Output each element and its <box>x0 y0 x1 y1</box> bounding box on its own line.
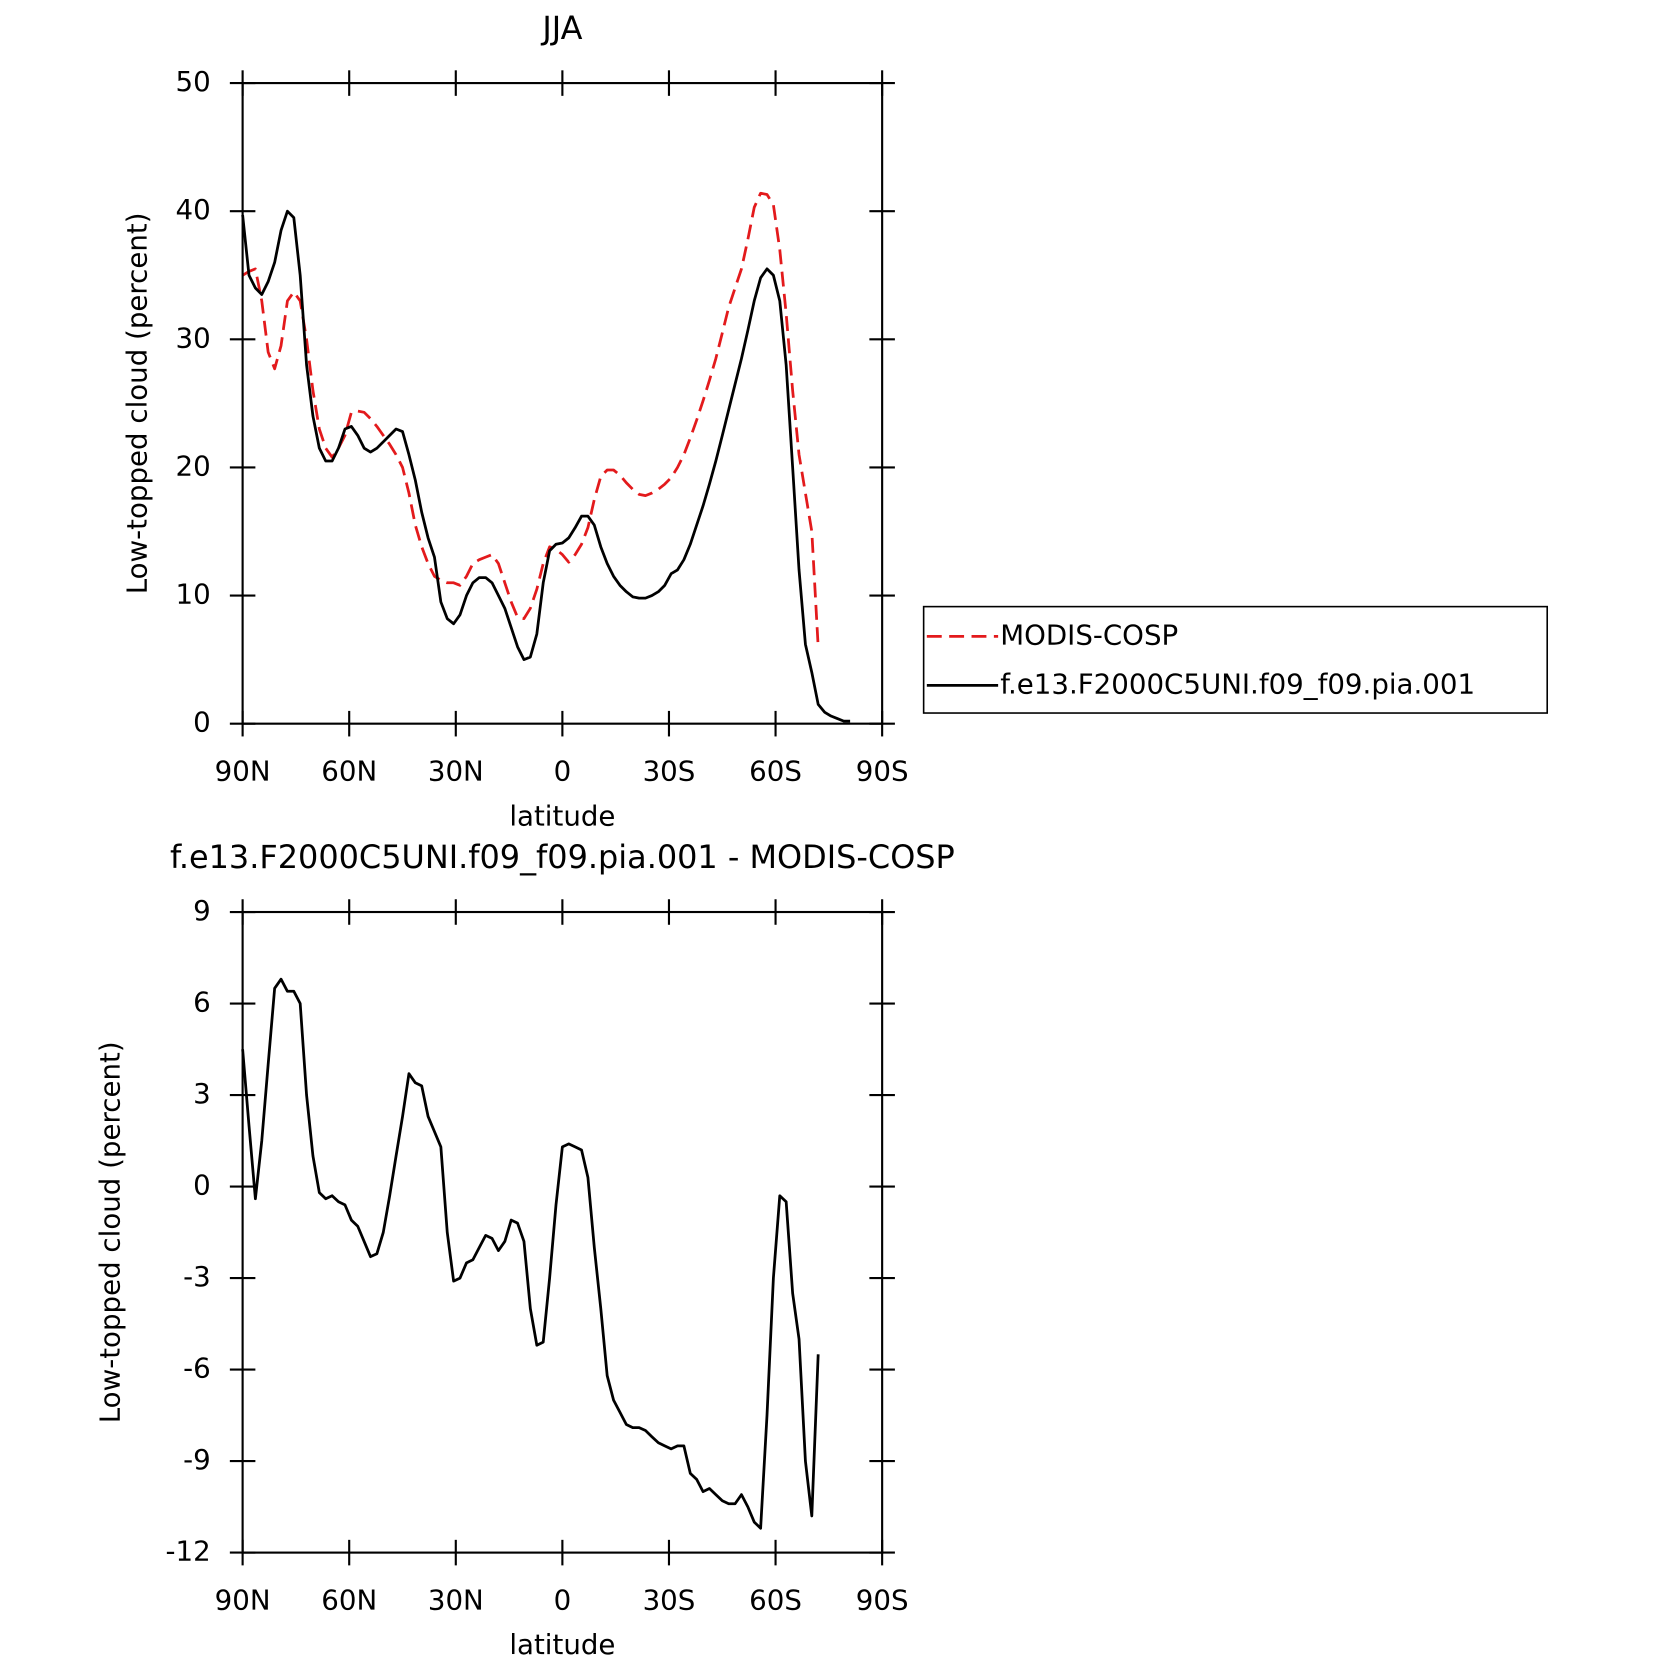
x-tick-label: 30N <box>428 755 484 788</box>
x-tick-label: 30N <box>428 1584 484 1617</box>
x-axis-label: latitude <box>509 799 615 832</box>
plot-frame <box>241 82 884 725</box>
legend-label: f.e13.F2000C5UNI.f09_f09.pia.001 <box>1000 667 1475 700</box>
x-tick-label: 0 <box>554 1584 572 1617</box>
y-tick-label: 40 <box>175 193 210 226</box>
chart-title: JJA <box>540 9 582 47</box>
x-tick-label: 60N <box>321 755 377 788</box>
y-tick-label: 10 <box>175 578 210 611</box>
y-axis-label: Low-topped cloud (percent) <box>120 212 153 594</box>
y-tick-label: -12 <box>166 1535 211 1568</box>
plot-frame <box>241 910 884 1554</box>
y-tick-label: 3 <box>193 1077 211 1110</box>
x-tick-label: 90S <box>856 755 909 788</box>
y-tick-label: 30 <box>175 321 210 354</box>
x-tick-label: 90N <box>215 755 271 788</box>
y-tick-label: -9 <box>183 1443 211 1476</box>
y-tick-label: 0 <box>193 706 211 739</box>
x-tick-label: 60S <box>749 1584 802 1617</box>
y-tick-label: 6 <box>193 986 211 1019</box>
x-tick-label: 60N <box>321 1584 377 1617</box>
data-line <box>241 191 820 647</box>
x-tick-label: 0 <box>554 755 572 788</box>
legend-label: MODIS-COSP <box>1000 618 1178 651</box>
x-tick-label: 30S <box>643 1584 696 1617</box>
legend-box <box>922 605 1549 714</box>
y-tick-label: 0 <box>193 1169 211 1202</box>
y-tick-label: -6 <box>183 1352 211 1385</box>
x-tick-label: 30S <box>643 755 696 788</box>
x-tick-label: 90S <box>856 1584 909 1617</box>
chart-title: f.e13.F2000C5UNI.f09_f09.pia.001 - MODIS… <box>170 838 955 876</box>
x-tick-label: 60S <box>749 755 802 788</box>
y-tick-label: 20 <box>175 449 210 482</box>
x-axis-label: latitude <box>509 1628 615 1661</box>
y-tick-label: -3 <box>183 1260 211 1293</box>
data-line <box>241 209 851 723</box>
y-tick-label: 50 <box>175 65 210 98</box>
y-axis-label: Low-topped cloud (percent) <box>94 1041 127 1423</box>
y-tick-label: 9 <box>193 894 211 927</box>
x-tick-label: 90N <box>215 1584 271 1617</box>
data-line <box>241 977 820 1530</box>
